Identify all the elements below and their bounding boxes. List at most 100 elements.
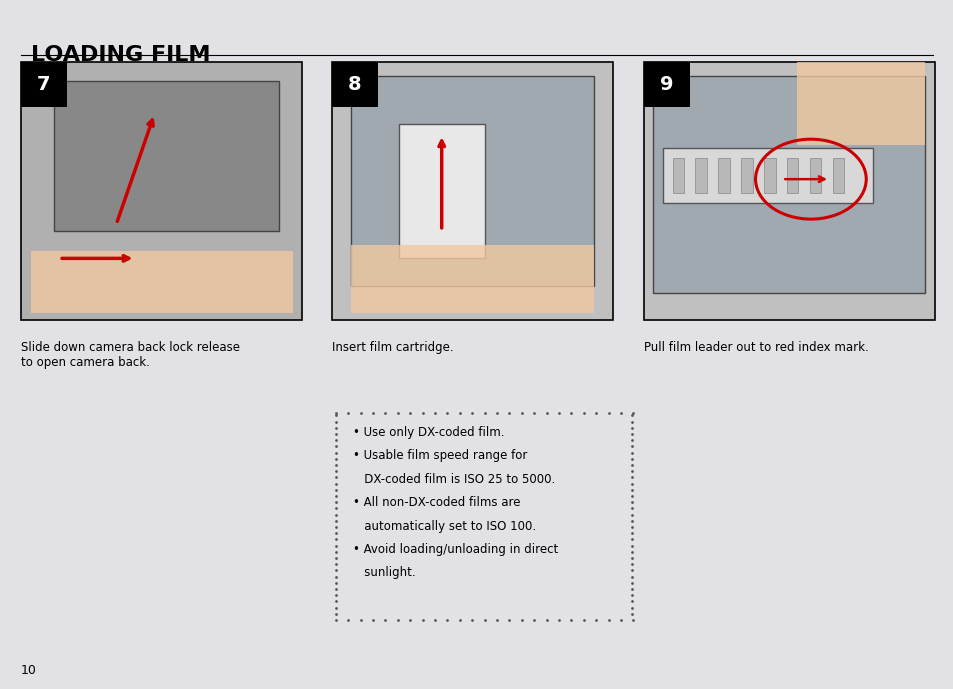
Point	[489, 615, 504, 626]
Point	[402, 615, 417, 626]
Point	[328, 416, 343, 427]
Point	[623, 435, 639, 446]
Point	[623, 466, 639, 477]
Point	[328, 571, 343, 582]
Point	[415, 615, 430, 626]
Point	[623, 491, 639, 502]
Point	[623, 559, 639, 570]
Text: Pull film leader out to red index mark.: Pull film leader out to red index mark.	[643, 341, 868, 354]
Point	[538, 615, 554, 626]
Bar	[21, 62, 302, 320]
Bar	[672, 158, 683, 193]
Point	[377, 615, 393, 626]
Point	[623, 571, 639, 582]
Point	[623, 484, 639, 495]
Point	[340, 408, 355, 419]
Point	[563, 615, 578, 626]
Point	[340, 615, 355, 626]
Point	[328, 509, 343, 520]
Bar	[21, 62, 67, 107]
Point	[623, 422, 639, 433]
Point	[623, 497, 639, 508]
Point	[464, 408, 479, 419]
Point	[464, 615, 479, 626]
Point	[588, 408, 603, 419]
Point	[623, 416, 639, 427]
Point	[328, 491, 343, 502]
Point	[623, 515, 639, 526]
Point	[328, 565, 343, 576]
Bar	[30, 251, 293, 313]
Point	[328, 534, 343, 545]
Point	[623, 472, 639, 483]
Point	[328, 472, 343, 483]
Point	[623, 608, 639, 619]
Bar	[643, 62, 934, 320]
Point	[328, 497, 343, 508]
Bar	[54, 81, 278, 231]
Point	[328, 553, 343, 564]
Bar	[332, 62, 613, 320]
Point	[328, 422, 343, 433]
Point	[452, 408, 467, 419]
Point	[476, 408, 492, 419]
Point	[613, 408, 628, 419]
Point	[328, 429, 343, 440]
Bar	[740, 158, 752, 193]
Point	[623, 534, 639, 545]
Point	[328, 460, 343, 471]
Point	[600, 408, 616, 419]
Point	[427, 615, 442, 626]
Point	[623, 522, 639, 533]
Point	[623, 565, 639, 576]
Point	[353, 615, 368, 626]
Point	[563, 408, 578, 419]
Point	[514, 615, 529, 626]
Point	[328, 559, 343, 570]
Bar	[796, 62, 924, 145]
Bar	[398, 124, 484, 258]
Point	[623, 590, 639, 601]
Point	[623, 460, 639, 471]
Point	[328, 478, 343, 489]
Point	[402, 408, 417, 419]
Bar	[763, 158, 775, 193]
Point	[328, 515, 343, 526]
Point	[328, 528, 343, 539]
Point	[390, 408, 405, 419]
Text: 10: 10	[21, 664, 37, 677]
Bar	[351, 245, 594, 313]
Point	[328, 602, 343, 613]
Bar	[662, 148, 872, 203]
Point	[623, 528, 639, 539]
Point	[353, 408, 368, 419]
Point	[623, 447, 639, 458]
Text: Slide down camera back lock release
to open camera back.: Slide down camera back lock release to o…	[21, 341, 240, 369]
Point	[377, 408, 393, 419]
Point	[328, 484, 343, 495]
Point	[623, 602, 639, 613]
Point	[623, 553, 639, 564]
Point	[623, 478, 639, 489]
Point	[328, 615, 343, 626]
Point	[623, 503, 639, 514]
Point	[625, 408, 640, 419]
Point	[489, 408, 504, 419]
Text: DX-coded film is ISO 25 to 5000.: DX-coded film is ISO 25 to 5000.	[353, 473, 555, 486]
Text: sunlight.: sunlight.	[353, 566, 416, 579]
Text: LOADING FILM: LOADING FILM	[31, 45, 211, 65]
Bar	[809, 158, 821, 193]
Text: • Usable film speed range for: • Usable film speed range for	[353, 449, 527, 462]
Point	[623, 596, 639, 607]
Bar	[695, 158, 706, 193]
Text: • Avoid loading/unloading in direct: • Avoid loading/unloading in direct	[353, 543, 558, 556]
Bar	[832, 158, 843, 193]
Point	[328, 441, 343, 452]
Point	[588, 615, 603, 626]
Text: 7: 7	[37, 74, 51, 94]
Point	[623, 441, 639, 452]
Point	[623, 509, 639, 520]
Point	[328, 546, 343, 557]
Point	[623, 577, 639, 588]
Point	[501, 615, 517, 626]
